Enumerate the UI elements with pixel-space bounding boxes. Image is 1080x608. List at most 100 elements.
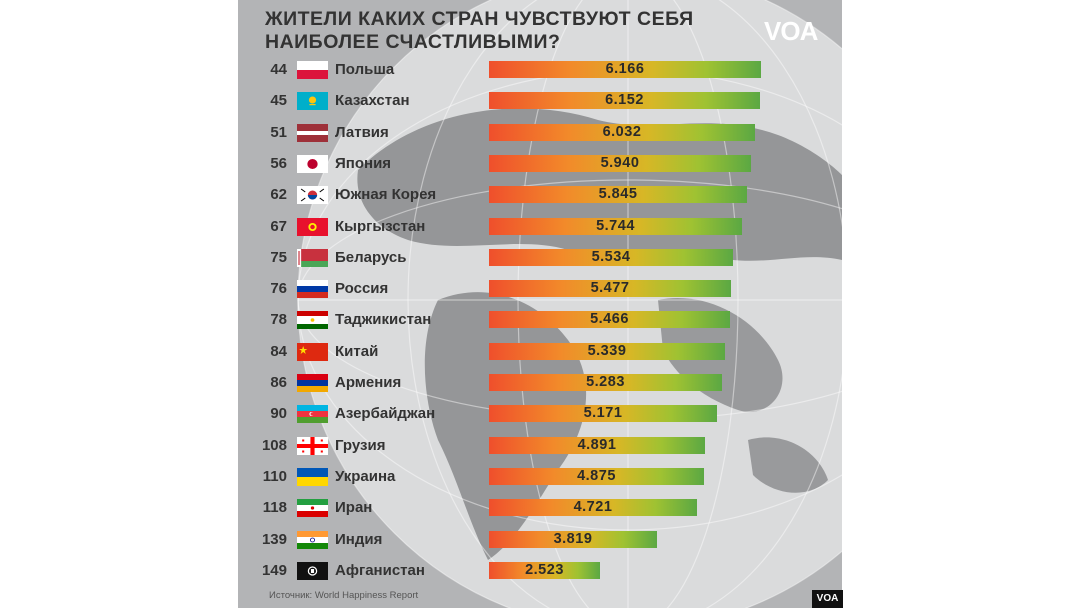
table-row: 108 Грузия 4.891 <box>238 435 842 457</box>
data-label: 5.845 <box>598 186 638 203</box>
rank-label: 75 <box>270 248 287 266</box>
data-label: 6.166 <box>605 61 645 77</box>
rank-label: 56 <box>270 154 287 172</box>
bar: 5.534 <box>489 248 733 266</box>
country-label: Азербайджан <box>335 405 436 423</box>
bar: 6.152 <box>489 92 760 110</box>
japan-flag <box>297 154 328 173</box>
country-label: Таджикистан <box>335 311 432 329</box>
country-label: Россия <box>335 280 389 298</box>
data-label: 5.744 <box>596 217 635 234</box>
data-label: 5.940 <box>600 154 640 171</box>
bar: 5.171 <box>489 405 717 423</box>
table-row: 45 Казахстан 6.152 <box>238 90 842 112</box>
rank-label: 76 <box>270 280 287 298</box>
title-line-1: ЖИТЕЛИ КАКИХ СТРАН ЧУВСТВУЮТ СЕБЯ <box>265 8 694 30</box>
rank-label: 67 <box>270 217 287 235</box>
country-label: Армения <box>335 374 402 391</box>
bar: 5.283 <box>489 374 722 391</box>
country-label: Индия <box>335 530 383 548</box>
rank-label: 84 <box>270 342 287 360</box>
kazakhstan-flag <box>297 92 328 111</box>
table-row: 139 Индия 3.819 <box>238 529 842 551</box>
afghanistan-flag <box>297 561 328 580</box>
china-flag <box>297 342 328 361</box>
table-row: 67 Кыргызстан 5.744 <box>238 216 842 238</box>
rank-label: 139 <box>261 530 287 548</box>
chart-title: ЖИТЕЛИ КАКИХ СТРАН ЧУВСТВУЮТ СЕБЯ НАИБОЛ… <box>265 8 735 54</box>
data-label: 6.032 <box>602 123 642 140</box>
bar-chart: 44 Польша 6.166 45 Казахстан 6.152 51 Латвия 6.0… <box>238 0 842 608</box>
rank-label: 149 <box>261 561 287 579</box>
russia-flag <box>297 280 328 299</box>
india-flag <box>297 530 328 549</box>
rank-label: 108 <box>261 436 287 454</box>
country-label: Япония <box>335 154 392 172</box>
data-label: 5.477 <box>590 280 630 297</box>
data-label: 2.523 <box>525 561 564 578</box>
table-row: 56 Япония 5.940 <box>238 153 842 175</box>
data-label: 3.819 <box>553 530 593 547</box>
belarus-flag <box>297 248 328 267</box>
country-label: Южная Корея <box>335 186 437 204</box>
latvia-flag <box>297 123 328 142</box>
country-label: Польша <box>335 61 395 78</box>
table-row: 62 Южная Корея 5.845 <box>238 184 842 206</box>
data-label: 5.283 <box>586 374 625 390</box>
bar: 4.721 <box>489 499 697 517</box>
rank-label: 110 <box>262 467 287 485</box>
data-label: 5.339 <box>587 342 627 359</box>
bar: 5.845 <box>489 186 747 204</box>
table-row: 76 Россия 5.477 <box>238 278 842 300</box>
bar: 4.891 <box>489 436 705 454</box>
data-label: 5.534 <box>591 248 631 265</box>
country-label: Афганистан <box>335 561 425 579</box>
rank-label: 118 <box>262 499 287 517</box>
bar: 3.819 <box>489 530 657 548</box>
poland-flag <box>297 61 328 79</box>
voa-logo: VOA <box>764 16 818 46</box>
rank-label: 78 <box>270 311 287 329</box>
table-row: 84 Китай 5.339 <box>238 341 842 363</box>
bar: 2.523 <box>489 561 600 579</box>
title-line-2: НАИБОЛЕЕ СЧАСТЛИВЫМИ? <box>265 31 561 53</box>
source-note: Источник: World Happiness Report <box>269 590 419 601</box>
infographic-panel: ЖИТЕЛИ КАКИХ СТРАН ЧУВСТВУЮТ СЕБЯ НАИБОЛ… <box>238 0 842 608</box>
table-row: 149 Афганистан 2.523 <box>238 560 842 582</box>
country-label: Украина <box>335 467 396 485</box>
data-label: 4.875 <box>577 467 616 484</box>
table-row: 78 Таджикистан 5.466 <box>238 309 842 331</box>
country-label: Кыргызстан <box>335 217 426 235</box>
bar: 6.166 <box>489 61 761 78</box>
table-row: 118 Иран 4.721 <box>238 497 842 519</box>
table-row: 110 Украина 4.875 <box>238 466 842 488</box>
data-label: 5.466 <box>590 311 629 328</box>
table-row: 51 Латвия 6.032 <box>238 122 842 144</box>
table-row: 44 Польша 6.166 <box>238 59 842 81</box>
data-label: 4.891 <box>577 436 617 453</box>
data-label: 5.171 <box>583 405 623 422</box>
data-label: 6.152 <box>605 92 644 109</box>
rank-label: 90 <box>270 405 287 423</box>
bar: 5.339 <box>489 342 725 360</box>
bar: 6.032 <box>489 123 755 141</box>
country-label: Беларусь <box>335 248 407 266</box>
rank-label: 86 <box>270 374 287 391</box>
country-label: Китай <box>335 342 379 360</box>
bar: 5.940 <box>489 154 751 172</box>
country-label: Иран <box>335 499 373 517</box>
bar: 4.875 <box>489 467 704 485</box>
rank-label: 62 <box>270 186 287 204</box>
table-row: 90 Азербайджан 5.171 <box>238 403 842 425</box>
iran-flag <box>297 499 328 518</box>
rank-label: 44 <box>270 61 287 78</box>
bar: 5.744 <box>489 217 742 235</box>
ukraine-flag <box>297 467 328 486</box>
south-korea-flag <box>297 186 328 205</box>
bar: 5.466 <box>489 311 730 329</box>
country-label: Латвия <box>335 123 389 141</box>
rank-label: 45 <box>270 92 287 110</box>
tajikistan-flag <box>297 311 328 330</box>
table-row: 86 Армения 5.283 <box>238 372 842 394</box>
voa-badge: VOA <box>812 590 843 608</box>
